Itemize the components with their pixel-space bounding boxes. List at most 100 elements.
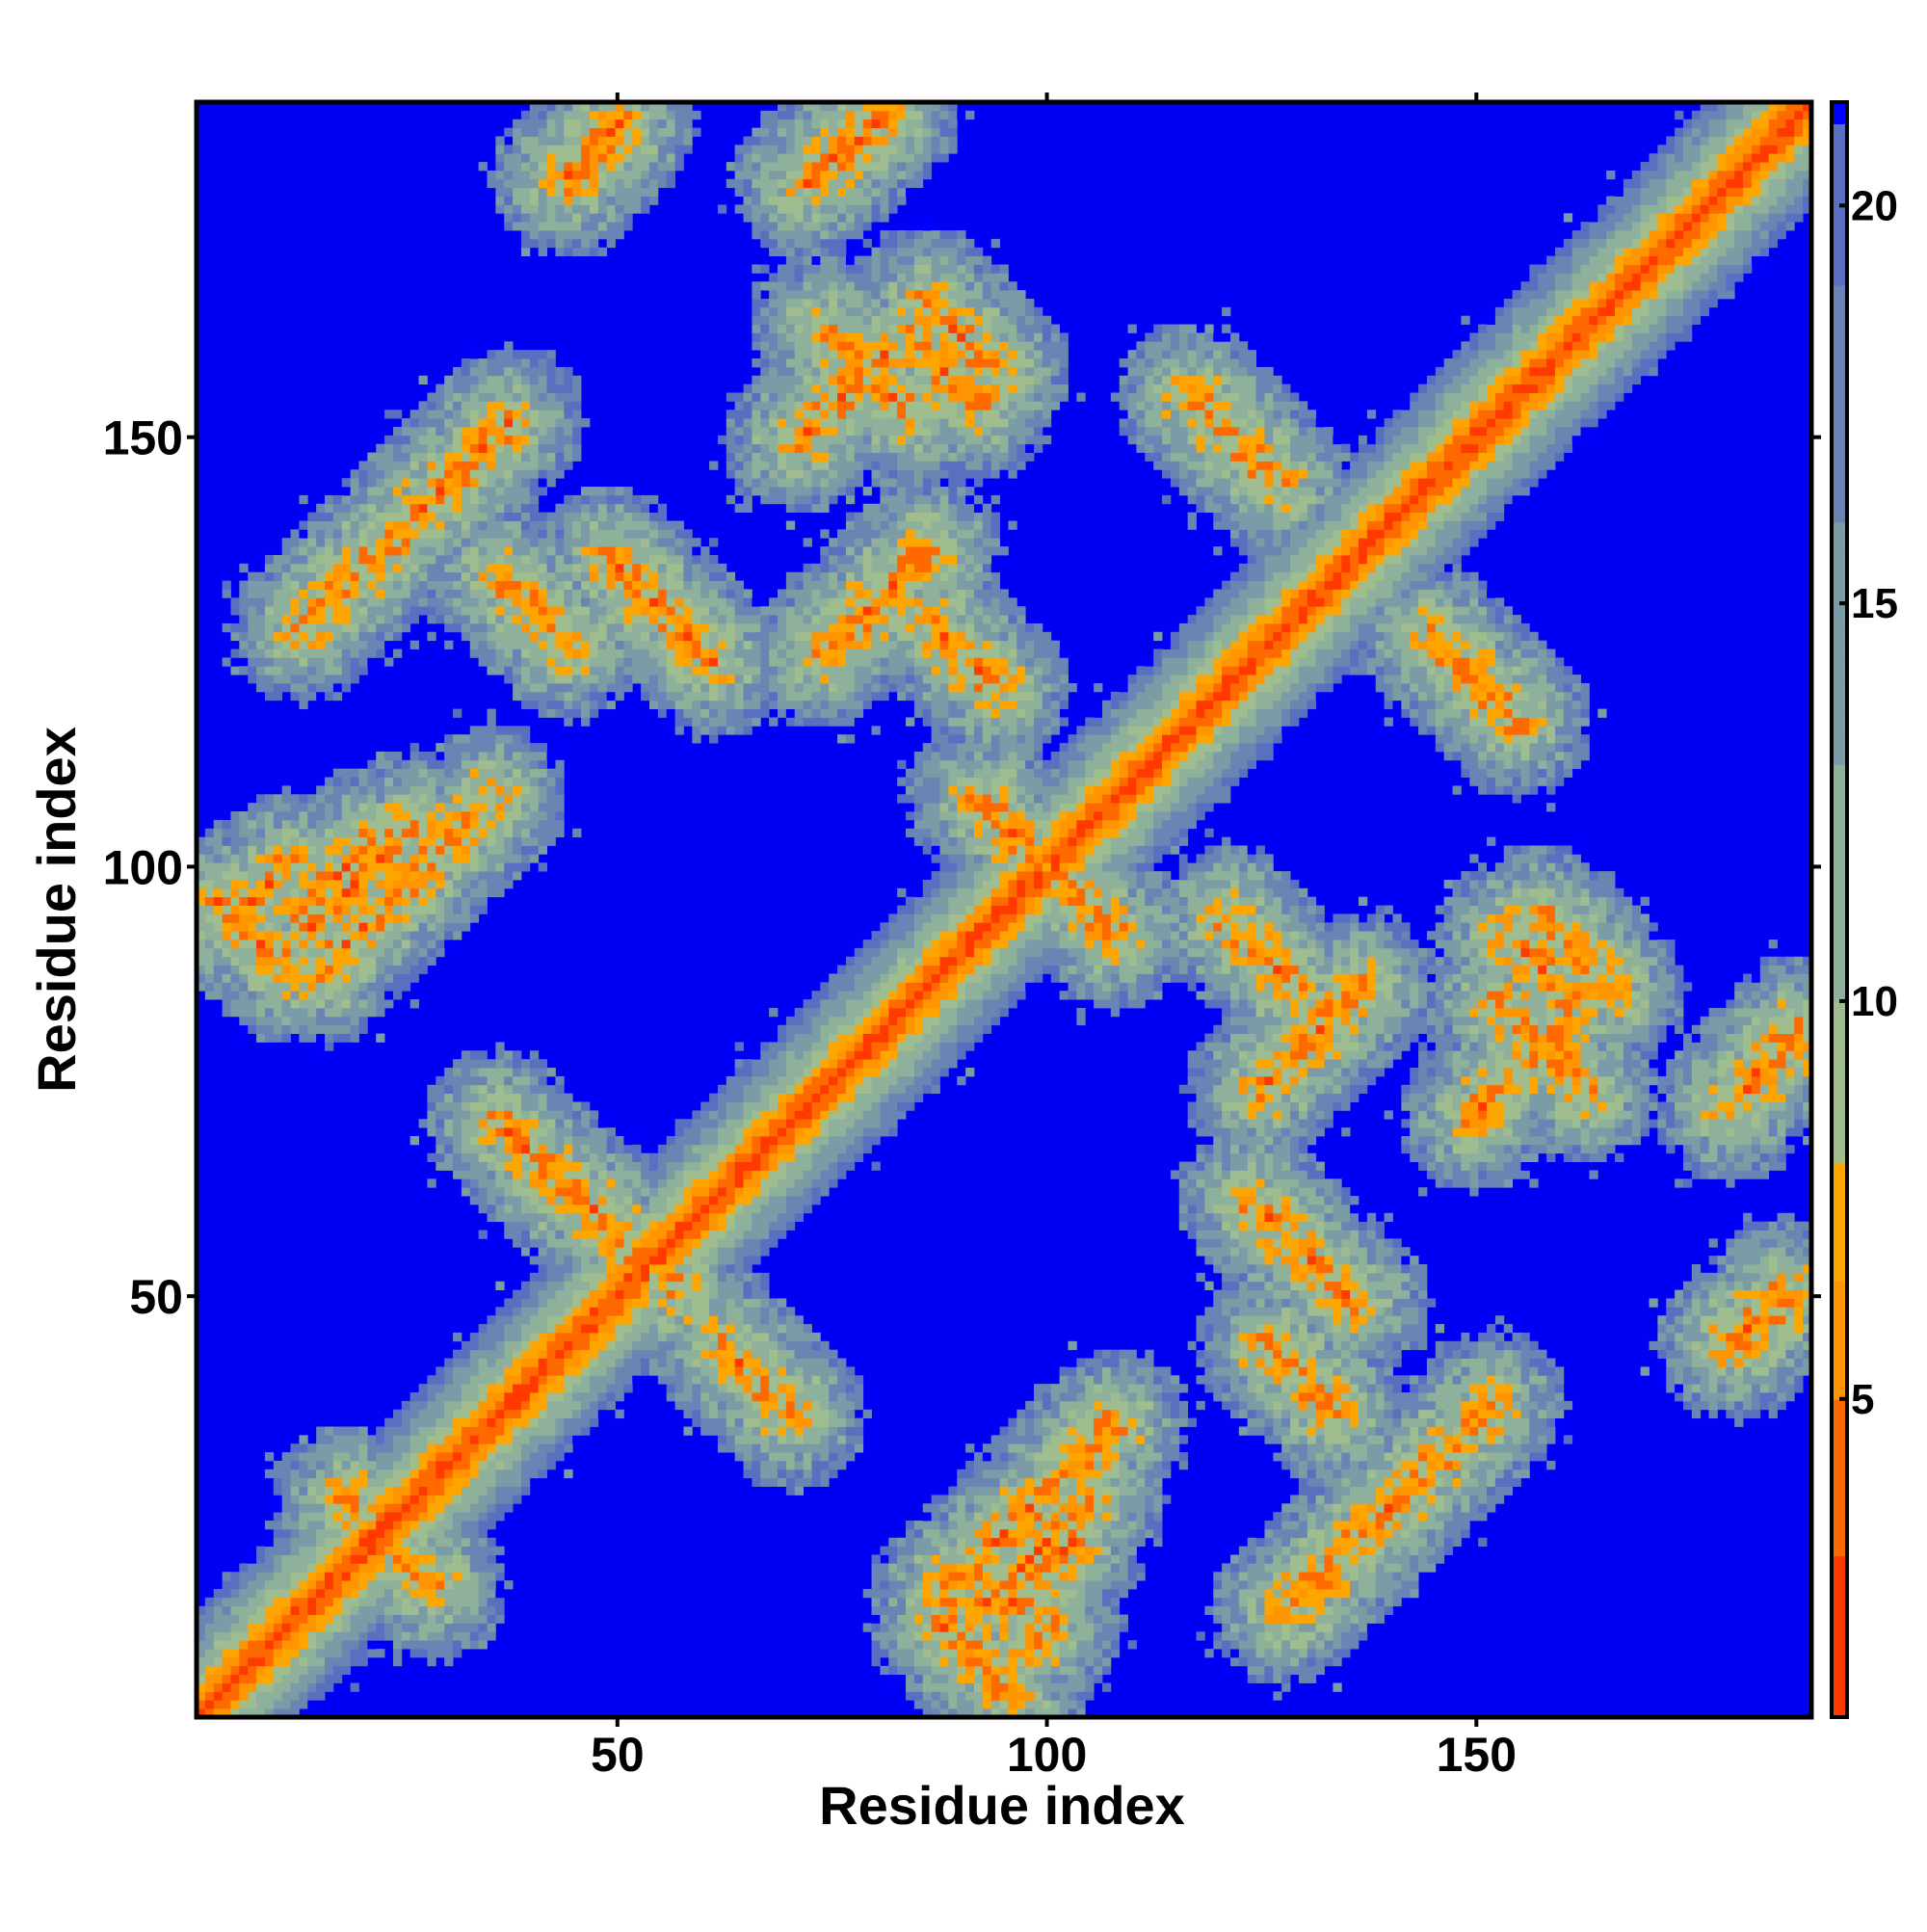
heatmap-cell	[367, 1443, 377, 1453]
heatmap-cell	[589, 1400, 599, 1411]
heatmap-cell	[461, 1392, 471, 1402]
heatmap-cell	[325, 520, 334, 530]
heatmap-cell	[700, 1324, 710, 1334]
heatmap-cell	[401, 529, 411, 539]
heatmap-cell	[409, 836, 419, 846]
heatmap-cell	[392, 871, 403, 881]
heatmap-cell	[529, 1384, 540, 1393]
heatmap-cell	[555, 640, 565, 649]
heatmap-cell	[376, 648, 385, 658]
heatmap-cell	[666, 1170, 675, 1179]
heatmap-cell	[436, 1127, 445, 1137]
heatmap-cell	[444, 1563, 454, 1573]
heatmap-cell	[648, 529, 659, 539]
heatmap-cell	[418, 1503, 428, 1513]
heatmap-cell	[504, 503, 514, 514]
heatmap-cell	[666, 1272, 675, 1283]
heatmap-cell	[392, 982, 403, 992]
heatmap-cell	[589, 1324, 599, 1334]
heatmap-cell	[555, 759, 565, 770]
heatmap-cell	[683, 615, 693, 624]
heatmap-cell	[538, 1059, 547, 1069]
heatmap-cell	[248, 1016, 257, 1026]
heatmap-cell	[325, 1605, 334, 1615]
heatmap-cell	[606, 1212, 616, 1223]
heatmap-cell	[230, 1640, 240, 1650]
heatmap-cell	[427, 1093, 436, 1102]
heatmap-cell	[436, 1477, 445, 1487]
heatmap-cell	[444, 1452, 454, 1462]
heatmap-cell	[700, 1392, 710, 1402]
heatmap-cell	[427, 1563, 436, 1573]
heatmap-cell	[606, 529, 616, 539]
heatmap-cell	[674, 1340, 684, 1351]
heatmap-cell	[418, 1649, 428, 1658]
heatmap-cell	[623, 683, 633, 693]
heatmap-cell	[230, 828, 240, 838]
heatmap-cell	[418, 922, 428, 932]
heatmap-cell	[513, 1161, 522, 1171]
heatmap-cell	[418, 1460, 428, 1470]
heatmap-cell	[632, 1307, 642, 1316]
heatmap-cell	[453, 751, 462, 761]
heatmap-cell	[546, 1187, 556, 1197]
heatmap-cell	[520, 410, 531, 419]
heatmap-cell	[641, 546, 650, 556]
heatmap-cell	[564, 119, 573, 129]
heatmap-cell	[409, 871, 419, 881]
heatmap-cell	[538, 803, 547, 812]
heatmap-cell	[538, 170, 547, 180]
heatmap-cell	[444, 862, 454, 872]
heatmap-cell	[520, 1075, 531, 1086]
heatmap-cell	[513, 1486, 522, 1495]
heatmap-cell	[299, 580, 308, 590]
heatmap-cell	[376, 1512, 385, 1522]
heatmap-cell	[546, 238, 556, 249]
heatmap-cell	[700, 1221, 710, 1231]
heatmap-cell	[674, 1375, 684, 1385]
heatmap-cell	[197, 1640, 206, 1650]
heatmap-cell	[332, 1443, 343, 1453]
heatmap-cell	[350, 1640, 359, 1650]
heatmap-cell	[581, 1375, 591, 1385]
heatmap-cell	[409, 759, 419, 770]
heatmap-cell	[367, 879, 377, 889]
heatmap-cell	[478, 1503, 488, 1513]
heatmap-cell	[401, 418, 411, 428]
heatmap-cell	[666, 1289, 675, 1299]
heatmap-cell	[307, 1469, 317, 1479]
heatmap-cell	[478, 1161, 488, 1171]
heatmap-cell	[589, 512, 599, 521]
heatmap-cell	[316, 1042, 326, 1051]
heatmap-cell	[700, 1204, 710, 1214]
heatmap-cell	[392, 1563, 403, 1573]
heatmap-cell	[248, 982, 257, 992]
heatmap-cell	[384, 777, 394, 786]
heatmap-cell	[341, 965, 352, 974]
heatmap-cell	[290, 1452, 300, 1462]
heatmap-cell	[529, 1298, 540, 1308]
heatmap-cell	[307, 1640, 317, 1650]
heatmap-cell	[581, 213, 591, 223]
heatmap-cell	[666, 1256, 675, 1265]
heatmap-cell	[657, 102, 668, 112]
heatmap-cell	[350, 469, 359, 479]
heatmap-cell	[513, 187, 522, 197]
heatmap-cell	[572, 1375, 582, 1385]
heatmap-cell	[281, 1521, 291, 1530]
heatmap-cell	[299, 691, 308, 701]
heatmap-cell	[546, 401, 556, 410]
heatmap-cell	[409, 1640, 419, 1650]
heatmap-cell	[546, 1161, 556, 1171]
heatmap-cell	[392, 1546, 403, 1555]
heatmap-cell	[564, 1435, 573, 1444]
heatmap-cell	[469, 554, 480, 565]
heatmap-cell	[564, 443, 573, 453]
heatmap-cell	[325, 691, 334, 701]
heatmap-cell	[581, 1426, 591, 1436]
heatmap-cell	[520, 178, 531, 189]
heatmap-cell	[487, 606, 496, 616]
heatmap-cell	[367, 1435, 377, 1444]
heatmap-cell	[572, 503, 582, 514]
heatmap-cell	[572, 1417, 582, 1427]
